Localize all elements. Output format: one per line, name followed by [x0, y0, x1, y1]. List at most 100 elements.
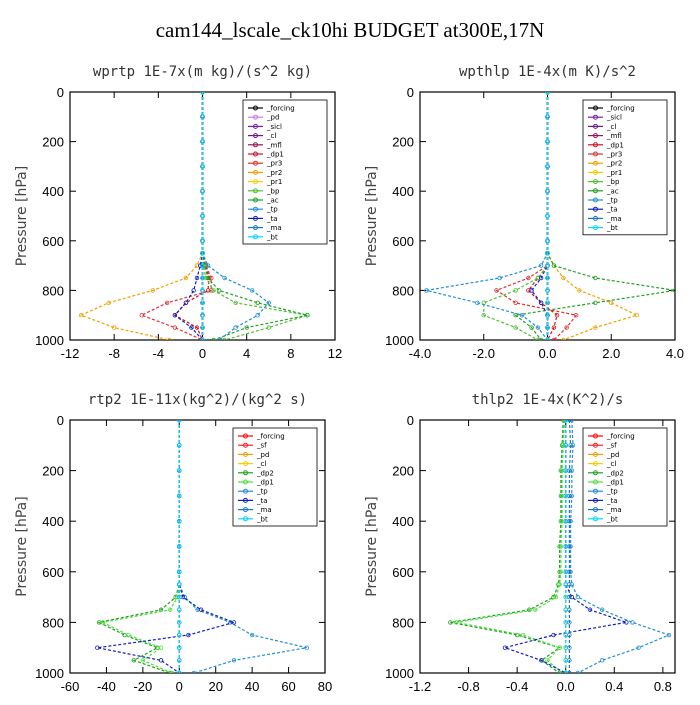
data-point [177, 443, 182, 448]
y-tick-label: 200 [392, 464, 414, 479]
x-tick-label: 0.8 [654, 679, 672, 694]
data-point [563, 582, 568, 587]
data-point [167, 670, 173, 673]
data-point [233, 325, 238, 330]
data-point [545, 325, 550, 330]
data-point [624, 620, 629, 625]
data-point [150, 288, 156, 293]
x-tick-label: 4.0 [666, 346, 684, 361]
data-point [172, 313, 178, 318]
legend-label: _tp [606, 488, 618, 496]
legend-marker [253, 133, 258, 139]
data-point [672, 288, 675, 293]
x-tick-label: 4 [243, 346, 250, 361]
data-point [538, 263, 544, 268]
data-point [164, 300, 170, 305]
legend-label: _ac [266, 197, 279, 205]
data-point [139, 313, 144, 318]
legend-label: _bt [606, 515, 618, 523]
data-point [186, 632, 191, 638]
legend-label: _bt [256, 515, 268, 523]
data-point [545, 114, 550, 120]
data-point [587, 607, 593, 612]
x-tick-label: 80 [318, 679, 332, 694]
data-point [563, 493, 568, 499]
data-point [200, 139, 205, 144]
x-tick-label: -8 [108, 346, 120, 361]
data-point [158, 645, 164, 650]
data-point [255, 313, 260, 318]
y-tick-label: 600 [392, 234, 414, 249]
legend-marker [253, 206, 258, 212]
data-point [167, 607, 173, 612]
series-line [174, 92, 204, 340]
data-point [189, 325, 194, 330]
data-point [211, 337, 216, 340]
data-point [564, 325, 569, 330]
legend-marker [253, 215, 258, 221]
legend-label: _bt [606, 224, 618, 232]
data-point [561, 337, 566, 340]
legend-marker [253, 105, 258, 111]
data-point [233, 300, 238, 305]
x-tick-label: 20 [208, 679, 222, 694]
legend-label: _pr3 [266, 160, 282, 168]
legend-label: _ta [266, 215, 278, 223]
legend-label: _pr1 [606, 169, 622, 177]
legend-marker [253, 123, 258, 129]
data-point [539, 658, 544, 663]
data-point [545, 92, 550, 95]
data-point [551, 263, 557, 268]
data-point [216, 337, 222, 340]
y-tick-label: 600 [42, 565, 64, 580]
plot-frame [419, 419, 676, 674]
legend-marker [593, 461, 598, 467]
data-point [545, 213, 550, 219]
data-point [222, 275, 227, 281]
legend-marker [593, 215, 598, 221]
x-tick-label: 2.0 [602, 346, 620, 361]
y-tick-label: 600 [392, 565, 414, 580]
data-point [593, 275, 598, 281]
data-point [526, 275, 531, 281]
legend-label: _ma [606, 506, 622, 514]
legend-marker [243, 479, 248, 485]
legend-label: _cl [256, 460, 266, 468]
data-point [558, 544, 564, 549]
legend-label: _sf [256, 442, 267, 450]
data-point [177, 620, 182, 625]
data-point [502, 645, 508, 650]
data-point [494, 288, 499, 293]
x-tick-label: 40 [245, 679, 259, 694]
data-point [177, 607, 182, 612]
legend-marker [253, 151, 258, 157]
x-tick-label: 0.0 [557, 679, 575, 694]
legend-marker [253, 188, 258, 194]
legend-marker [243, 470, 248, 476]
data-point [177, 645, 182, 650]
legend-label: _pr2 [606, 160, 622, 168]
y-tick-label: 800 [42, 615, 64, 630]
series-line [502, 420, 627, 673]
legend-marker [253, 179, 258, 185]
data-point [561, 443, 566, 448]
data-point [538, 337, 544, 340]
data-point [545, 238, 550, 243]
data-point [106, 300, 111, 305]
legend-label: _ac [606, 187, 619, 195]
panel-wpthlp: wpthlp 1E-4x(m K)/s^2 0 200 400 600 800 1000 -4… [350, 52, 700, 362]
data-point [111, 325, 117, 330]
data-point [529, 325, 534, 330]
data-point [95, 645, 100, 650]
data-point [545, 658, 550, 663]
data-point [563, 468, 568, 473]
legend-marker [253, 234, 258, 240]
legend-label: _pd [606, 451, 619, 459]
legend-label: _ta [606, 206, 618, 214]
legend-marker [253, 114, 258, 120]
data-point [205, 275, 211, 281]
x-tick-label: -1.2 [409, 679, 431, 694]
data-point [305, 313, 310, 318]
data-point [177, 493, 182, 499]
data-point [200, 250, 205, 256]
